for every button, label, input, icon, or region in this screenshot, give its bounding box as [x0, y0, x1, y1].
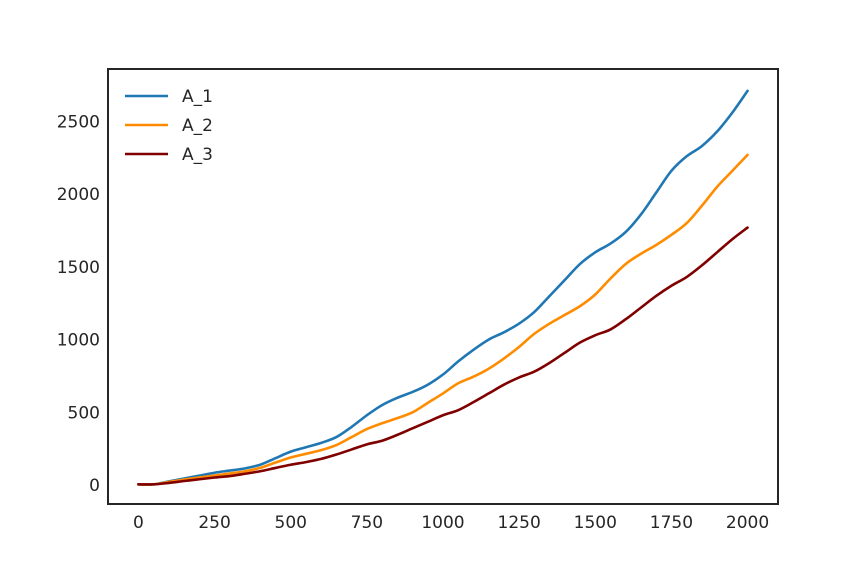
series-layer [137, 89, 749, 486]
legend: A_1 A_2 A_3 [125, 87, 213, 165]
legend-label-A_3: A_3 [182, 145, 213, 165]
y-tick-label: 1000 [57, 331, 100, 351]
x-tick-label: 1500 [574, 513, 617, 533]
x-tick-label: 750 [351, 513, 383, 533]
plot-frame [107, 68, 779, 505]
x-tick-label: 500 [275, 513, 307, 533]
y-tick-label: 500 [68, 403, 100, 423]
y-tick-label: 1500 [57, 258, 100, 278]
x-tick-label: 250 [198, 513, 230, 533]
legend-label-A_1: A_1 [182, 87, 213, 107]
x-tick-label: 0 [133, 513, 144, 533]
series-line-A_3 [137, 226, 749, 486]
y-axis-ticks: 0 500 1000 1500 2000 2500 [57, 112, 100, 496]
x-axis-ticks: 0 250 500 750 1000 1250 1500 1750 2000 [133, 513, 769, 533]
series-line-A_2 [137, 153, 749, 486]
x-tick-label: 2000 [726, 513, 769, 533]
series-line-A_1 [137, 89, 749, 486]
x-tick-label: 1250 [498, 513, 541, 533]
y-tick-label: 2500 [57, 112, 100, 132]
y-tick-label: 2000 [57, 185, 100, 205]
y-tick-label: 0 [89, 476, 100, 496]
x-tick-label: 1000 [421, 513, 464, 533]
legend-label-A_2: A_2 [182, 116, 213, 136]
x-tick-label: 1750 [650, 513, 693, 533]
